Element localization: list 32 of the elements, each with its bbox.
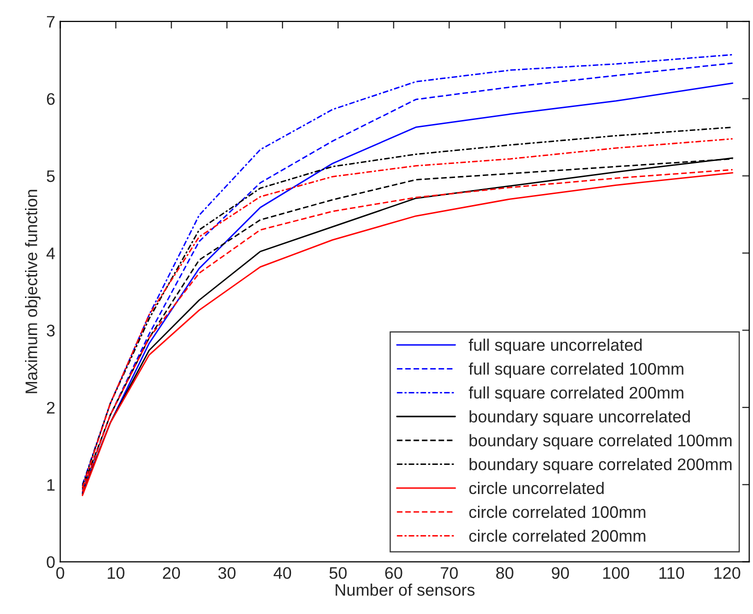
legend-label: circle correlated 100mm: [469, 506, 646, 518]
legend-label: circle correlated 200mm: [469, 530, 646, 542]
legend-label: full square correlated 100mm: [468, 362, 684, 378]
x-tick-label: 100: [603, 567, 630, 579]
legend-label: full square uncorrelated: [468, 338, 642, 354]
x-tick-label: 70: [440, 567, 458, 579]
x-tick-label: 90: [552, 567, 569, 579]
x-tick-label: 40: [274, 567, 292, 579]
legend-label: circle uncorrelated: [469, 482, 604, 494]
legend-label: boundary square correlated 100mm: [470, 434, 732, 450]
x-tick-label: 50: [329, 567, 347, 579]
x-tick-label: 30: [218, 567, 236, 579]
x-tick-label: 80: [496, 567, 514, 579]
y-tick-label: 7: [46, 16, 55, 28]
y-tick-label: 1: [47, 479, 55, 491]
y-tick-label: 4: [46, 248, 55, 260]
y-tick-label: 5: [46, 170, 55, 182]
legend-label: full square correlated 200mm: [468, 386, 684, 402]
y-tick-label: 2: [46, 402, 55, 414]
x-tick-label: 110: [659, 567, 684, 579]
x-tick-label: 0: [56, 567, 64, 579]
y-axis-title: Maximum objective function: [25, 190, 41, 394]
legend-label: boundary square correlated 200mm: [470, 458, 732, 474]
y-tick-label: 0: [46, 556, 55, 568]
y-tick-label: 6: [46, 93, 55, 105]
x-tick-label: 10: [108, 567, 124, 579]
x-tick-label: 60: [385, 567, 402, 579]
x-axis-title: Number of sensors: [336, 584, 475, 596]
y-tick-label: 3: [46, 324, 55, 336]
legend-label: boundary square uncorrelated: [470, 410, 690, 426]
x-tick-label: 120: [714, 567, 740, 579]
x-tick-label: 20: [162, 567, 180, 579]
